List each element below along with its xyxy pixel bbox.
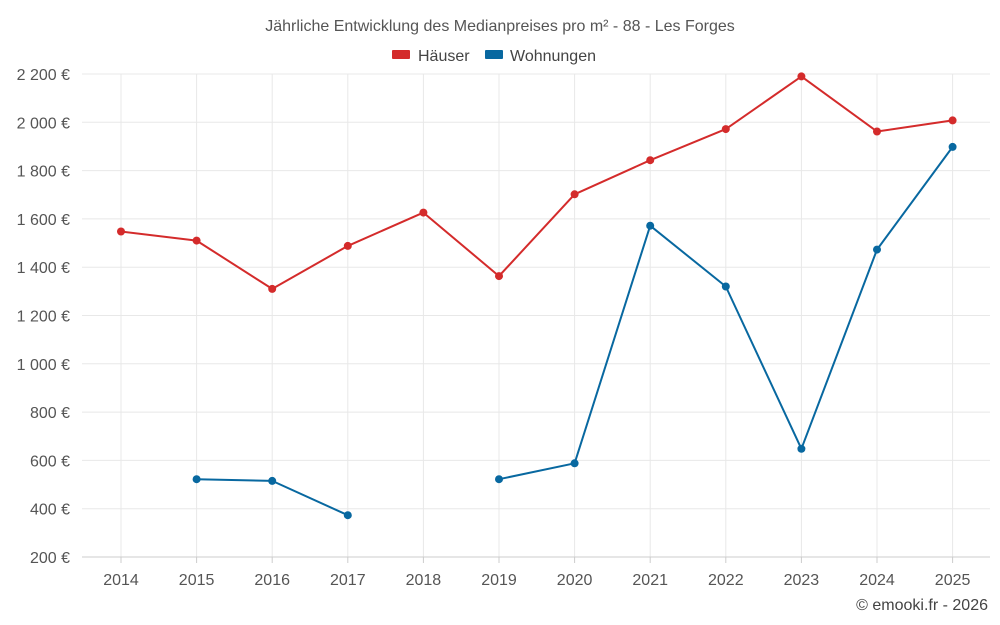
data-point-haeuser[interactable] <box>343 241 352 250</box>
legend-item-haeuser[interactable]: Häuser <box>392 48 470 65</box>
data-point-wohnungen[interactable] <box>570 459 579 468</box>
data-point-wohnungen[interactable] <box>948 142 957 151</box>
series-line-haeuser <box>120 75 953 290</box>
data-point-haeuser[interactable] <box>721 125 730 134</box>
y-tick-label: 1 600 € <box>17 212 70 229</box>
chart-title: Jährliche Entwicklung des Medianpreises … <box>265 18 735 35</box>
data-point-haeuser[interactable] <box>948 116 957 125</box>
data-point-haeuser[interactable] <box>192 236 201 245</box>
legend-swatch-wohnungen <box>485 50 503 59</box>
data-point-wohnungen[interactable] <box>192 475 201 484</box>
series-wohnungen <box>192 142 957 520</box>
data-point-wohnungen[interactable] <box>873 245 881 254</box>
x-tick-label: 2016 <box>254 572 290 589</box>
x-axis-ticks: 2014 2015 2016 2017 2018 2019 2020 2021 2022 2023… <box>103 557 970 589</box>
y-gridlines <box>82 73 990 510</box>
data-point-haeuser[interactable] <box>495 272 503 281</box>
series-haeuser <box>117 72 957 293</box>
data-point-haeuser[interactable] <box>797 72 806 81</box>
y-tick-label: 1 000 € <box>17 357 70 374</box>
y-tick-label: 1 200 € <box>17 309 70 326</box>
data-point-wohnungen[interactable] <box>343 511 352 520</box>
y-tick-label: 1 400 € <box>17 260 70 277</box>
data-point-wohnungen[interactable] <box>495 475 503 484</box>
y-tick-label: 2 200 € <box>17 67 70 84</box>
x-tick-label: 2017 <box>330 572 366 589</box>
data-point-haeuser[interactable] <box>117 227 125 236</box>
legend-label-wohnungen: Wohnungen <box>510 48 596 65</box>
y-tick-label: 2 000 € <box>17 115 70 132</box>
y-tick-label: 600 € <box>30 453 70 470</box>
chart-credit: © emooki.fr - 2026 <box>856 597 988 614</box>
y-tick-label: 400 € <box>30 502 70 519</box>
x-tick-label: 2021 <box>632 572 668 589</box>
y-axis-ticks: 200 € 400 € 600 € 800 € 1 000 € 1 200 € 1 400 … <box>17 67 70 567</box>
data-point-haeuser[interactable] <box>268 284 277 293</box>
data-point-wohnungen[interactable] <box>268 476 277 485</box>
x-gridlines <box>120 74 954 557</box>
data-point-haeuser[interactable] <box>419 208 428 217</box>
data-point-wohnungen[interactable] <box>797 444 806 453</box>
legend: Häuser Wohnungen <box>392 48 596 65</box>
y-tick-label: 800 € <box>30 405 70 422</box>
series-layer <box>117 72 957 520</box>
data-point-haeuser[interactable] <box>646 156 655 165</box>
x-tick-label: 2015 <box>179 572 215 589</box>
x-tick-label: 2024 <box>859 572 895 589</box>
x-tick-label: 2019 <box>481 572 517 589</box>
data-point-haeuser[interactable] <box>570 190 579 199</box>
legend-item-wohnungen[interactable]: Wohnungen <box>485 48 596 65</box>
legend-swatch-haeuser <box>392 50 410 59</box>
x-tick-label: 2025 <box>935 572 971 589</box>
data-point-haeuser[interactable] <box>873 127 881 136</box>
x-tick-label: 2020 <box>557 572 593 589</box>
data-point-wohnungen[interactable] <box>721 282 730 291</box>
x-tick-label: 2022 <box>708 572 744 589</box>
x-tick-label: 2018 <box>406 572 442 589</box>
legend-label-haeuser: Häuser <box>418 48 470 65</box>
data-point-wohnungen[interactable] <box>646 221 655 230</box>
y-tick-label: 200 € <box>30 550 70 567</box>
x-tick-label: 2014 <box>103 572 139 589</box>
x-tick-label: 2023 <box>784 572 820 589</box>
y-tick-label: 1 800 € <box>17 164 70 181</box>
